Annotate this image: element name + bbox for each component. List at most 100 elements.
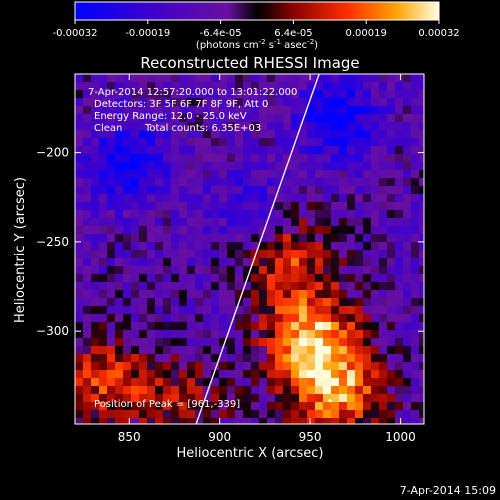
heatmap-cell	[235, 322, 243, 330]
heatmap-cell	[147, 218, 155, 226]
heatmap-cell	[379, 210, 387, 218]
heatmap-cell	[283, 418, 291, 424]
heatmap-cell	[379, 330, 387, 338]
heatmap-cell	[339, 130, 347, 138]
heatmap-cell	[275, 370, 283, 378]
heatmap-cell	[291, 146, 299, 154]
heatmap-cell	[91, 330, 99, 338]
heatmap-cell	[403, 402, 411, 410]
heatmap-cell	[171, 74, 179, 82]
heatmap-cell	[203, 138, 211, 146]
heatmap-cell	[195, 122, 203, 130]
heatmap-cell	[403, 354, 411, 362]
heatmap-cell	[323, 122, 331, 130]
heatmap-cell	[139, 250, 147, 258]
heatmap-cell	[155, 354, 163, 362]
heatmap-cell	[411, 74, 419, 82]
heatmap-cell	[259, 194, 267, 202]
heatmap-cell	[235, 154, 243, 162]
heatmap-cell	[123, 410, 131, 418]
heatmap-cell	[315, 234, 323, 242]
heatmap-cell	[299, 170, 307, 178]
heatmap-cell	[195, 218, 203, 226]
heatmap-cell	[187, 122, 195, 130]
heatmap-cell	[75, 162, 83, 170]
heatmap-cell	[387, 146, 395, 154]
heatmap-cell	[267, 290, 275, 298]
heatmap-cell	[323, 266, 331, 274]
heatmap-cell	[147, 370, 155, 378]
heatmap-cell	[147, 282, 155, 290]
heatmap-cell	[123, 394, 131, 402]
x-tick-label: 1000	[385, 430, 416, 444]
heatmap-cell	[291, 170, 299, 178]
heatmap-cell	[115, 322, 123, 330]
y-tick-label: −200	[36, 146, 69, 160]
heatmap-cell	[235, 114, 243, 122]
heatmap-cell	[115, 282, 123, 290]
heatmap-cell	[155, 210, 163, 218]
heatmap-cell	[339, 322, 347, 330]
heatmap-cell	[219, 362, 227, 370]
heatmap-cell	[163, 346, 171, 354]
heatmap-cell	[395, 146, 403, 154]
heatmap-cell	[291, 402, 299, 410]
heatmap-cell	[99, 122, 107, 130]
heatmap-cell	[115, 114, 123, 122]
heatmap-cell	[299, 226, 307, 234]
heatmap-cell	[419, 346, 424, 354]
heatmap-cell	[363, 250, 371, 258]
heatmap-cell	[179, 186, 187, 194]
heatmap-cell	[267, 418, 275, 424]
heatmap-cell	[219, 250, 227, 258]
heatmap-cell	[243, 146, 251, 154]
heatmap-cell	[75, 394, 83, 402]
heatmap-cell	[83, 314, 91, 322]
heatmap-cell	[155, 178, 163, 186]
heatmap-cell	[283, 274, 291, 282]
heatmap-cell	[163, 98, 171, 106]
heatmap-cell	[235, 354, 243, 362]
heatmap-cell	[187, 258, 195, 266]
heatmap-cell	[419, 282, 424, 290]
heatmap-cell	[107, 314, 115, 322]
heatmap-cell	[371, 362, 379, 370]
heatmap-cell	[251, 194, 259, 202]
heatmap-cell	[75, 202, 83, 210]
heatmap-cell	[307, 154, 315, 162]
heatmap-cell	[219, 162, 227, 170]
heatmap-cell	[419, 218, 424, 226]
heatmap-cell	[195, 330, 203, 338]
heatmap-cell	[283, 298, 291, 306]
heatmap-cell	[323, 242, 331, 250]
heatmap-cell	[307, 306, 315, 314]
heatmap-cell	[99, 346, 107, 354]
heatmap-cell	[347, 274, 355, 282]
heatmap-cell	[395, 282, 403, 290]
heatmap-cell	[235, 362, 243, 370]
heatmap-cell	[419, 370, 424, 378]
heatmap-cell	[75, 346, 83, 354]
heatmap-cell	[227, 386, 235, 394]
heatmap-cell	[179, 274, 187, 282]
heatmap-cell	[155, 314, 163, 322]
heatmap-cell	[123, 106, 131, 114]
heatmap-cell	[187, 98, 195, 106]
heatmap-cell	[291, 306, 299, 314]
heatmap-cell	[123, 194, 131, 202]
heatmap-cell	[243, 162, 251, 170]
heatmap-cell	[235, 122, 243, 130]
heatmap-cell	[171, 250, 179, 258]
heatmap-cell	[411, 346, 419, 354]
heatmap-cell	[291, 226, 299, 234]
heatmap-cell	[147, 210, 155, 218]
heatmap-cell	[139, 354, 147, 362]
heatmap-cell	[387, 82, 395, 90]
heatmap-cell	[155, 402, 163, 410]
heatmap-cell	[283, 362, 291, 370]
heatmap-cell	[155, 130, 163, 138]
heatmap-cell	[363, 362, 371, 370]
heatmap-cell	[331, 74, 339, 82]
x-axis-title: Heliocentric X (arcsec)	[177, 446, 324, 461]
heatmap-cell	[107, 250, 115, 258]
